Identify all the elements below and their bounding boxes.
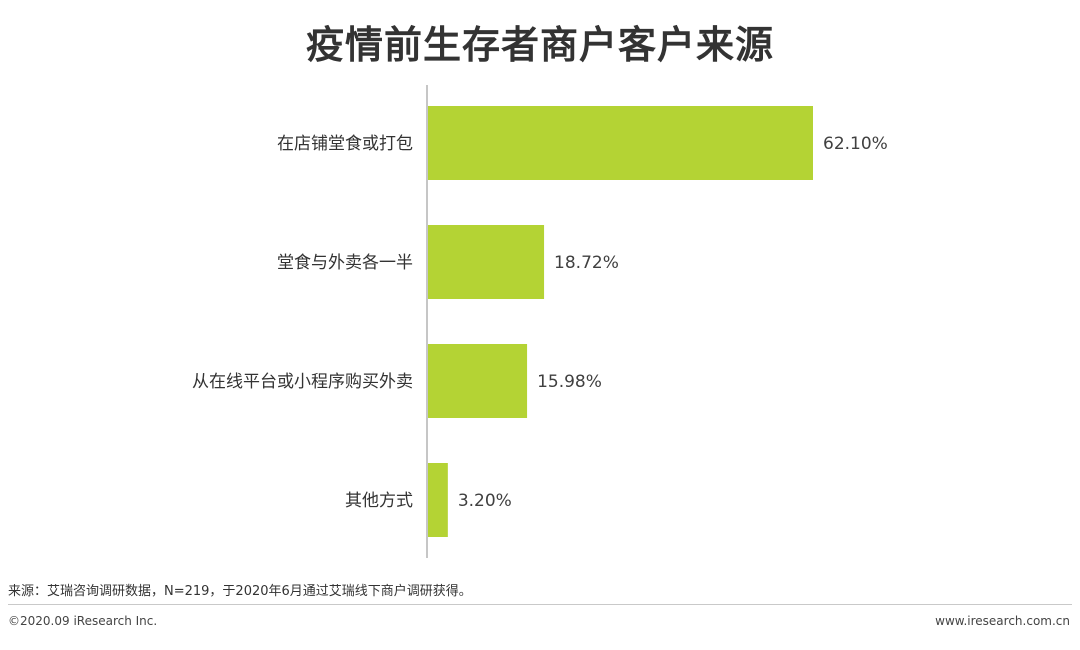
- bar-3: [428, 463, 448, 537]
- bar-2: [428, 344, 528, 418]
- source-note: 来源：艾瑞咨询调研数据，N=219，于2020年6月通过艾瑞线下商户调研获得。: [8, 584, 472, 599]
- copyright-text: ©2020.09 iResearch Inc.: [8, 614, 158, 628]
- chart-title: 疫情前生存者商户客户来源: [305, 23, 774, 67]
- value-label-3: 3.20%: [458, 491, 512, 511]
- category-label-3: 其他方式: [345, 491, 413, 511]
- category-label-1: 堂食与外卖各一半: [277, 253, 413, 273]
- bar-0: [428, 106, 813, 180]
- value-label-1: 18.72%: [554, 253, 619, 273]
- bar-1: [428, 225, 545, 299]
- website-link[interactable]: www.iresearch.com.cn: [935, 614, 1070, 628]
- value-label-0: 62.10%: [823, 134, 888, 154]
- value-label-2: 15.98%: [537, 372, 602, 392]
- bar-chart: 在店铺堂食或打包 62.10% 堂食与外卖各一半 18.72% 从在线平台或小程序购买外…: [192, 85, 888, 558]
- category-label-0: 在店铺堂食或打包: [277, 134, 413, 154]
- footer-divider: [8, 604, 1072, 605]
- category-label-2: 从在线平台或小程序购买外卖: [192, 372, 413, 392]
